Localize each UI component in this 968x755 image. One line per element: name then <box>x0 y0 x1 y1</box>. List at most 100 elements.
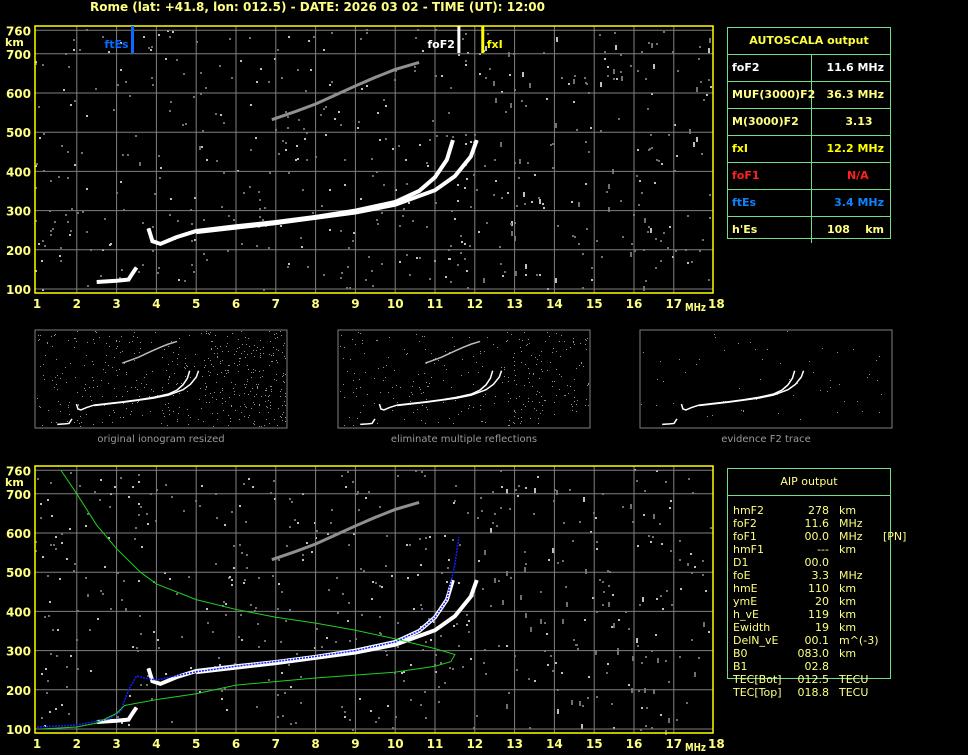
noise-dot <box>680 588 682 590</box>
x-tick-label: 6 <box>232 297 240 311</box>
noise-dot <box>104 566 106 568</box>
noise-dot <box>253 369 254 370</box>
noise-dot <box>247 354 248 355</box>
noise-dot <box>570 347 571 348</box>
x-tick-label: 9 <box>351 297 359 311</box>
noise-dot <box>564 341 565 342</box>
noise-dot <box>552 548 554 553</box>
noise-dot <box>221 698 223 700</box>
noise-dot <box>73 49 75 51</box>
noise-dot <box>103 369 104 370</box>
noise-dot <box>420 604 422 606</box>
noise-dot <box>579 365 580 366</box>
noise-dot <box>169 110 171 112</box>
noise-dot <box>150 411 151 412</box>
noise-dot <box>502 600 504 605</box>
noise-dot <box>35 63 37 65</box>
noise-dot <box>248 394 249 395</box>
noise-dot <box>113 109 115 111</box>
noise-dot <box>66 558 68 560</box>
noise-dot <box>131 411 132 412</box>
noise-dot <box>372 285 374 287</box>
noise-dot <box>240 60 242 62</box>
o-trace-line <box>146 139 455 247</box>
noise-dot <box>392 387 393 388</box>
noise-dot <box>648 42 650 44</box>
noise-dot <box>199 148 201 150</box>
noise-dot <box>270 492 272 494</box>
noise-dot <box>634 250 636 252</box>
noise-dot <box>394 370 395 371</box>
noise-dot <box>94 343 95 344</box>
aip-name: foF1 <box>733 530 757 543</box>
noise-dot <box>45 668 47 670</box>
noise-dot <box>87 513 89 515</box>
noise-dot <box>501 197 503 199</box>
noise-dot <box>346 287 348 289</box>
noise-dot <box>539 378 540 379</box>
noise-dot <box>389 337 390 338</box>
noise-dot <box>229 576 231 578</box>
noise-dot <box>591 267 593 269</box>
noise-dot <box>237 365 238 366</box>
noise-dot <box>473 174 475 176</box>
noise-dot <box>154 193 156 195</box>
noise-dot <box>608 585 610 587</box>
noise-dot <box>276 374 277 375</box>
noise-dot <box>687 262 689 264</box>
noise-dot <box>462 666 464 668</box>
noise-dot <box>282 352 283 353</box>
noise-dot <box>396 385 397 386</box>
noise-dot <box>600 82 602 87</box>
noise-dot <box>294 519 296 521</box>
noise-dot <box>86 355 87 356</box>
noise-dot <box>365 372 366 373</box>
noise-dot <box>170 198 172 200</box>
noise-dot <box>703 622 705 627</box>
noise-dot <box>85 525 87 527</box>
noise-dot <box>360 333 361 334</box>
noise-dot <box>242 344 243 345</box>
noise-dot <box>552 386 553 387</box>
noise-dot <box>877 380 878 381</box>
noise-dot <box>608 207 610 212</box>
y-tick-label: 300 <box>6 205 31 219</box>
noise-dot <box>128 496 130 498</box>
noise-dot <box>42 425 43 426</box>
noise-dot <box>306 159 308 161</box>
noise-dot <box>603 591 605 593</box>
noise-dot <box>837 352 838 353</box>
noise-dot <box>347 471 349 473</box>
noise-dot <box>167 425 168 426</box>
noise-dot <box>253 350 254 351</box>
noise-dot <box>499 246 501 248</box>
noise-dot <box>173 352 174 353</box>
noise-dot <box>97 386 98 387</box>
noise-dot <box>548 559 550 561</box>
noise-dot <box>641 51 643 53</box>
aip-value: 00.1 <box>804 634 830 647</box>
noise-dot <box>375 721 377 723</box>
noise-dot <box>47 680 49 682</box>
noise-dot <box>298 119 300 121</box>
noise-dot <box>518 177 520 179</box>
noise-dot <box>168 383 169 384</box>
noise-dot <box>93 380 94 381</box>
aip-row: hmE 110 km <box>733 582 906 595</box>
noise-dot <box>360 38 362 40</box>
noise-dot <box>541 396 542 397</box>
noise-dot <box>559 374 560 375</box>
noise-dot <box>120 69 122 71</box>
noise-dot <box>108 383 109 384</box>
noise-dot <box>238 371 239 372</box>
autoscala-value: 3.13 <box>845 115 884 128</box>
noise-dot <box>199 505 201 507</box>
noise-dot <box>480 409 481 410</box>
noise-dot <box>132 403 133 404</box>
noise-dot <box>274 379 275 380</box>
noise-dot <box>116 340 117 341</box>
noise-dot <box>349 417 350 418</box>
noise-dot <box>517 495 519 497</box>
noise-dot <box>613 623 615 628</box>
noise-dot <box>282 420 283 421</box>
